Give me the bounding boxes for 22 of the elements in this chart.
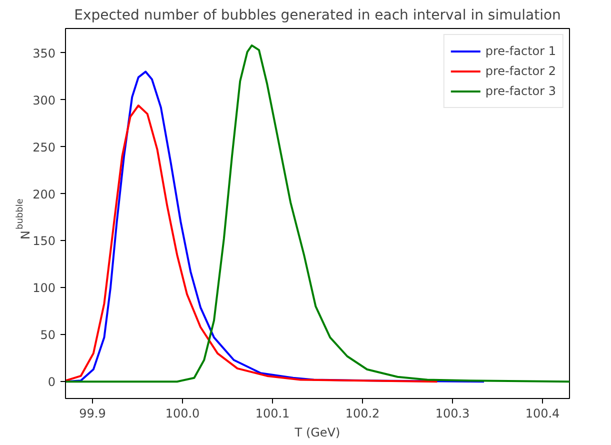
y-axis-title: Nbubble	[16, 198, 32, 240]
line-series	[66, 44, 570, 383]
x-tick-label: 99.9	[79, 406, 106, 420]
x-tick-label: 100.2	[345, 406, 380, 420]
legend-label: pre-factor 3	[485, 84, 556, 98]
y-tick-label: 150	[32, 234, 56, 248]
x-tick-label: 100.0	[165, 406, 200, 420]
y-tick-label: 250	[32, 140, 56, 154]
legend-label: pre-factor 1	[485, 44, 556, 58]
x-tick-label: 100.4	[525, 406, 560, 420]
y-tick-label: 350	[32, 46, 56, 60]
x-tick-label: 100.3	[435, 406, 470, 420]
y-tick-label: 0	[48, 375, 56, 390]
y-tick-label: 50	[40, 328, 56, 342]
chart-title: Expected number of bubbles generated in each interval in simulation	[74, 8, 561, 24]
y-tick-label: 300	[32, 93, 56, 108]
y-tick-label: 100	[32, 281, 56, 296]
legend-label: pre-factor 2	[485, 64, 556, 78]
x-axis-title: T (GeV)	[294, 426, 340, 440]
y-tick-label: 200	[32, 187, 56, 202]
x-tick-label: 100.1	[255, 406, 290, 420]
line-series	[66, 104, 438, 383]
